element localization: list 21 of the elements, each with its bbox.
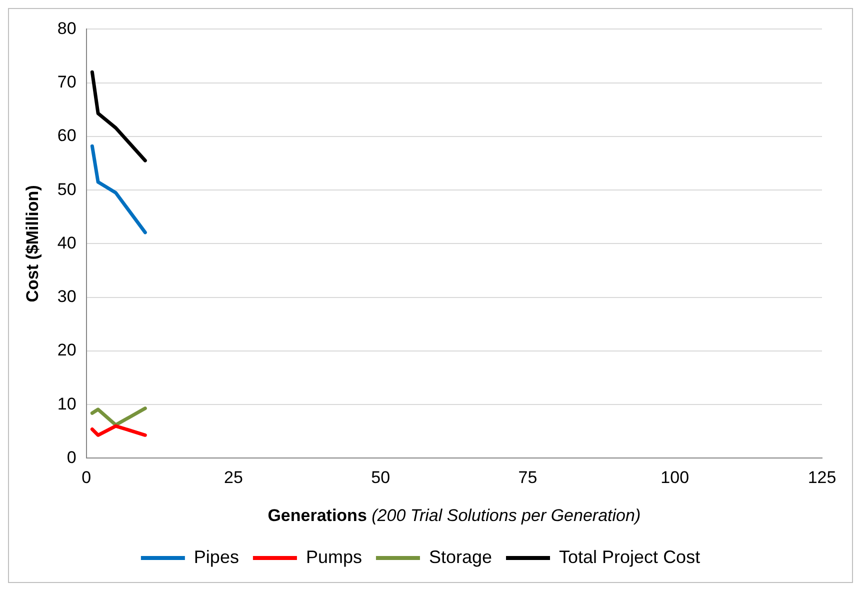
legend-label: Total Project Cost	[559, 546, 700, 567]
legend-label: Pumps	[306, 546, 362, 567]
x-tick-label: 25	[224, 468, 243, 488]
x-tick-label: 0	[82, 468, 92, 488]
y-tick-label: 40	[57, 233, 76, 252]
legend-label: Storage	[428, 546, 492, 567]
x-tick-label: 75	[518, 468, 538, 488]
y-tick-label: 10	[57, 394, 76, 414]
y-tick-label: 80	[57, 18, 76, 38]
y-tick-label: 60	[57, 126, 76, 146]
x-axis-title: Generations (200 Trial Solutions per Generation)	[268, 506, 641, 525]
x-tick-label: 125	[808, 468, 836, 488]
y-tick-label: 50	[57, 180, 76, 199]
y-axis-title: Cost ($Million)	[22, 185, 42, 302]
y-tick-label: 20	[57, 340, 76, 360]
y-tick-label: 30	[57, 287, 76, 306]
y-tick-label: 70	[57, 72, 76, 92]
legend-label: Pipes	[194, 546, 239, 567]
y-tick-label: 0	[66, 448, 76, 467]
x-tick-label: 50	[371, 468, 390, 488]
x-tick-label: 100	[660, 468, 690, 488]
